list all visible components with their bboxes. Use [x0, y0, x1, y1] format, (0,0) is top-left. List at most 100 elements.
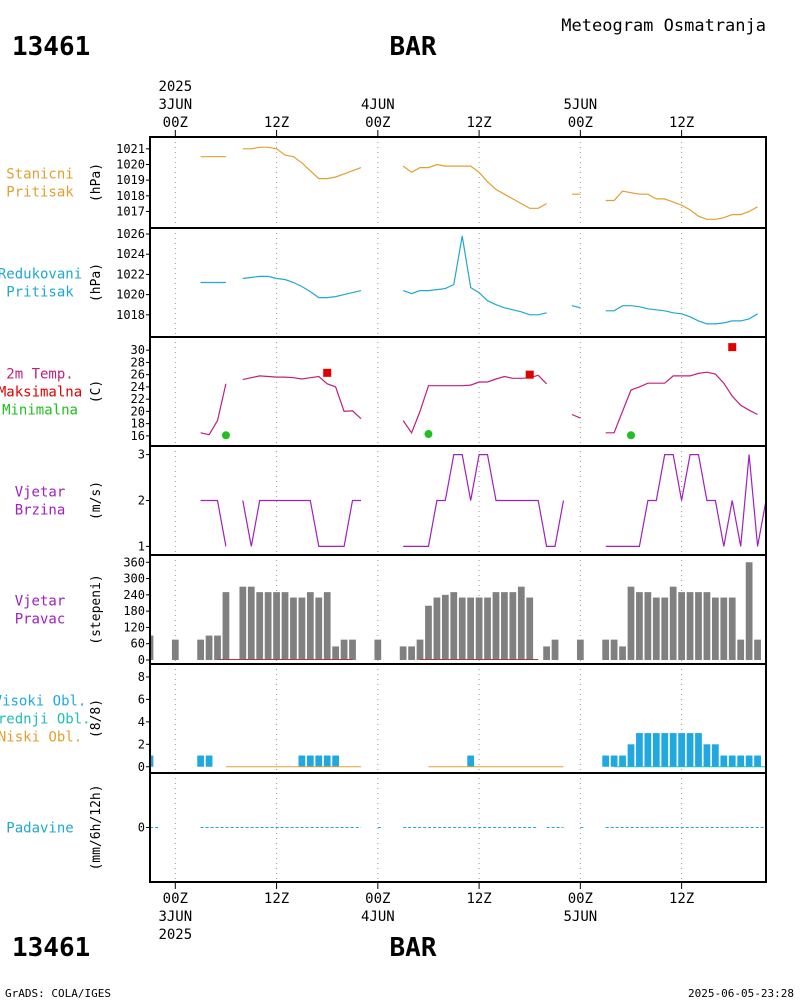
y-tick-label: 120: [123, 620, 145, 634]
y-tick-label: 1018: [116, 189, 145, 203]
bar-wind_direction: [492, 592, 500, 660]
bottom-time-axis: 00Z 3JUN 12Z 00Z 4JUN 12Z 00Z 5JUN 12Z 2025: [158, 882, 694, 943]
bar-wind_direction: [205, 635, 213, 660]
y-tick-label: 240: [123, 588, 145, 602]
y-tick-label: 1: [138, 539, 145, 553]
bar-clouds: [644, 733, 652, 767]
panel-frame: [149, 445, 767, 556]
y-axis-label: (8/8): [89, 699, 104, 738]
bar-wind_direction: [433, 597, 441, 660]
bar-clouds: [619, 755, 626, 767]
y-tick-label: 2: [138, 737, 145, 751]
bar-clouds: [323, 755, 331, 767]
bottom-tick-label: 12Z: [264, 891, 289, 907]
bar-wind_direction: [273, 592, 280, 660]
y-tick-label: 1018: [116, 308, 145, 322]
bar-wind_direction: [703, 592, 711, 660]
bar-clouds: [652, 733, 660, 767]
footer-station-id: 13461: [12, 933, 90, 963]
top-date-label: 4JUN: [361, 97, 395, 113]
bar-wind_direction: [711, 597, 719, 660]
tmax-marker: [525, 370, 534, 379]
y-tick-label: 1020: [116, 288, 145, 302]
y-axis-label: (stepeni): [89, 574, 104, 644]
y-tick-label: 6: [138, 692, 145, 706]
bar-wind_direction: [543, 646, 550, 660]
panel-label: 2m Temp.: [6, 367, 73, 383]
y-tick-label: 1020: [116, 157, 145, 171]
bar-clouds: [627, 744, 635, 767]
bar-wind_direction: [661, 597, 669, 660]
tmin-marker: [221, 431, 230, 440]
bar-wind_direction: [425, 605, 432, 660]
bar-clouds: [315, 755, 323, 767]
bar-wind_direction: [306, 592, 314, 660]
bar-wind_direction: [526, 597, 534, 660]
panel-frame: [149, 136, 767, 229]
panel-clouds: 0 2 4 6 8 (8/8)Visoki Obl. Srednji Obl. Niski O…: [0, 663, 767, 774]
bar-wind_direction: [239, 586, 247, 660]
bar-clouds: [602, 755, 610, 767]
bar-wind_direction: [264, 592, 272, 660]
panel-label: Redukovani: [0, 267, 82, 283]
panels: 10171018101910201021(hPa)StanicniPritisa…: [0, 136, 767, 883]
bar-wind_direction: [695, 592, 702, 660]
bar-clouds: [711, 744, 719, 767]
bar-clouds: [686, 733, 694, 767]
station-id: 13461: [12, 32, 90, 62]
y-tick-label: 300: [123, 572, 145, 586]
y-tick-label: 60: [131, 637, 145, 651]
y-tick-label: 8: [138, 670, 145, 684]
bar-clouds: [695, 733, 702, 767]
top-tick-label: 12Z: [264, 115, 289, 131]
y-tick-label: 20: [131, 404, 145, 418]
bar-clouds: [636, 733, 643, 767]
bar-clouds: [150, 755, 154, 767]
tmin-marker: [626, 431, 635, 440]
y-axis-label: (mm/6h/12h): [89, 784, 104, 870]
bar-wind_direction: [150, 635, 154, 660]
bar-wind_direction: [636, 592, 643, 660]
panel-label: Padavine: [6, 821, 73, 837]
bar-wind_direction: [517, 586, 525, 660]
panel-label: Vjetar: [15, 485, 66, 501]
top-date-label: 5JUN: [563, 97, 597, 113]
bar-clouds: [467, 755, 475, 767]
station-name: BAR: [390, 32, 437, 62]
bar-wind_direction: [290, 597, 297, 660]
bar-wind_direction: [652, 597, 660, 660]
panel-label: Srednji Obl.: [0, 712, 91, 728]
bar-clouds: [661, 733, 669, 767]
bar-wind_direction: [332, 646, 340, 660]
bar-wind_direction: [315, 597, 323, 660]
panel-label: Pravac: [15, 612, 66, 628]
bar-clouds: [332, 755, 340, 767]
y-tick-label: 0: [138, 821, 145, 835]
y-tick-label: 24: [131, 380, 145, 394]
y-tick-label: 0: [138, 760, 145, 774]
y-tick-label: 0: [138, 653, 145, 667]
bar-clouds: [754, 755, 761, 767]
y-axis-label: (hPa): [89, 163, 104, 202]
bar-wind_direction: [501, 592, 508, 660]
top-tick-label: 00Z: [365, 115, 390, 131]
bar-wind_direction: [737, 639, 745, 660]
bar-clouds: [703, 744, 711, 767]
bottom-date-label: 5JUN: [563, 909, 597, 925]
bottom-tick-label: 12Z: [669, 891, 694, 907]
bar-wind_direction: [197, 639, 205, 660]
y-axis-label: (m/s): [89, 481, 104, 520]
series-line-station_pressure: [200, 146, 758, 220]
y-tick-label: 1019: [116, 173, 145, 187]
bar-wind_direction: [374, 639, 382, 660]
bar-wind_direction: [754, 639, 761, 660]
bar-clouds: [737, 755, 745, 767]
series-line-wind_speed: [200, 454, 767, 547]
top-year-label: 2025: [158, 79, 192, 95]
bar-wind_direction: [484, 597, 491, 660]
bar-clouds: [205, 755, 213, 767]
bar-clouds: [728, 755, 736, 767]
